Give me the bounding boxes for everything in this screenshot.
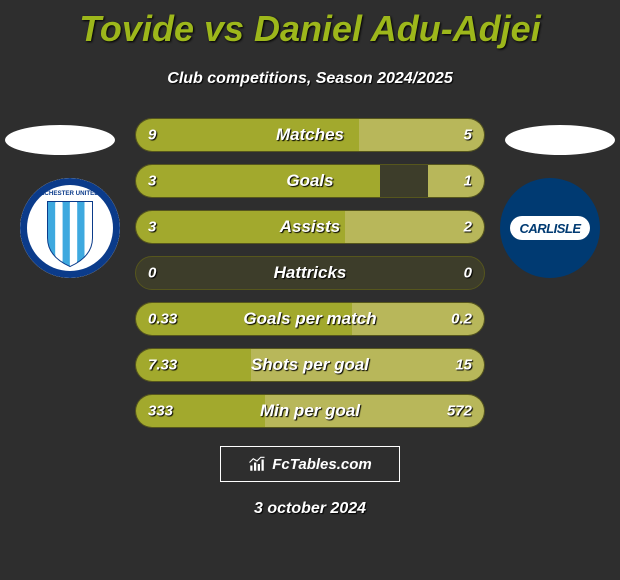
stat-row: 95Matches <box>135 118 485 152</box>
subtitle: Club competitions, Season 2024/2025 <box>0 70 620 88</box>
club-badge-left: COLCHESTER UNITED FC <box>20 178 120 278</box>
svg-text:COLCHESTER UNITED FC: COLCHESTER UNITED FC <box>31 190 109 197</box>
player-left-silhouette <box>5 125 115 155</box>
watermark-text: FcTables.com <box>272 456 371 473</box>
stat-row: 00Hattricks <box>135 256 485 290</box>
stat-rows: 95Matches 31Goals 32Assists 00Hattricks 0.33… <box>135 118 485 428</box>
stat-row: 7.3315Shots per goal <box>135 348 485 382</box>
comparison-chart: COLCHESTER UNITED FC CARLISLE 95Matches 3… <box>0 118 620 428</box>
club-right-label: CARLISLE <box>510 216 590 240</box>
stat-label: Assists <box>136 217 484 237</box>
chart-icon <box>248 455 266 473</box>
stat-label: Min per goal <box>136 401 484 421</box>
stat-label: Shots per goal <box>136 355 484 375</box>
stat-row: 0.330.2Goals per match <box>135 302 485 336</box>
stat-row: 333572Min per goal <box>135 394 485 428</box>
stat-label: Hattricks <box>136 263 484 283</box>
stat-label: Matches <box>136 125 484 145</box>
stat-row: 31Goals <box>135 164 485 198</box>
stat-label: Goals per match <box>136 309 484 329</box>
stat-label: Goals <box>136 171 484 191</box>
stat-row: 32Assists <box>135 210 485 244</box>
date: 3 october 2024 <box>0 500 620 518</box>
club-badge-right: CARLISLE <box>500 178 600 278</box>
player-right-silhouette <box>505 125 615 155</box>
watermark: FcTables.com <box>220 446 400 482</box>
page-title: Tovide vs Daniel Adu-Adjei <box>0 0 620 50</box>
